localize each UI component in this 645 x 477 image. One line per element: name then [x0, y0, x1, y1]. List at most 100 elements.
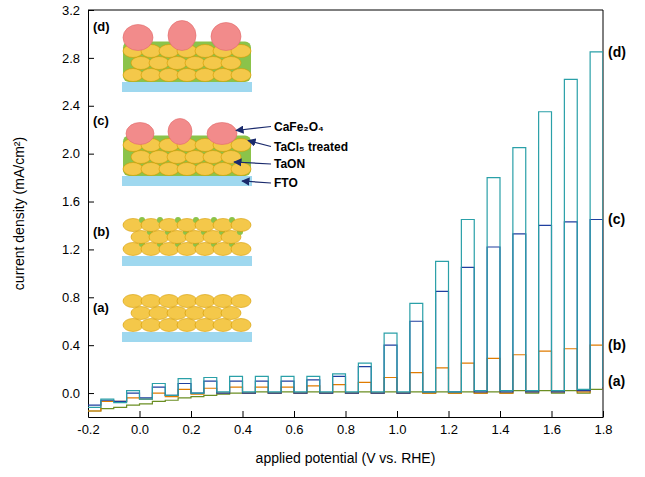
stack: [122, 21, 252, 93]
taon-grain: [167, 57, 187, 70]
y-tick-mark: [88, 10, 94, 11]
taon-grain: [123, 69, 143, 82]
taon-grain: [149, 307, 169, 320]
taon-grain: [141, 295, 161, 308]
series-end-label: (a): [608, 373, 625, 389]
x-tick-label: 0.4: [234, 422, 252, 437]
taon-grain: [231, 243, 251, 256]
taon-grain: [141, 319, 161, 332]
x-tick-label: -0.2: [77, 422, 99, 437]
x-tick: 1.0: [388, 411, 406, 437]
y-tick-mark: [88, 202, 94, 203]
y-tick-label: 2.8: [62, 51, 80, 66]
y-tick: 0.4: [62, 338, 94, 353]
y-tick-mark: [88, 297, 94, 298]
inset-label: (a): [93, 300, 109, 315]
y-axis-line: [88, 11, 89, 418]
taon-grain: [213, 69, 233, 82]
stack: [122, 119, 252, 187]
x-tick-mark: [346, 411, 347, 417]
taon-grain: [195, 319, 215, 332]
x-tick: 1.4: [491, 411, 509, 437]
x-tick: 1.8: [594, 411, 612, 437]
taon-grain: [131, 307, 151, 320]
x-axis-title: applied potential (V vs. RHE): [256, 450, 436, 466]
inset-label: (c): [93, 113, 109, 128]
series-end-label: (d): [608, 44, 626, 60]
x-tick: 0.4: [234, 411, 252, 437]
taon-grain: [185, 151, 205, 164]
annotation-arrow: [236, 127, 271, 131]
x-tick: 0.8: [337, 411, 355, 437]
inset-schematic: [122, 21, 252, 343]
annotation-arrow: [248, 141, 271, 147]
series-end-label: (c): [608, 211, 625, 227]
y-tick-mark: [88, 249, 94, 250]
y-tick: 0.8: [62, 290, 94, 305]
y-tick-label: 2.4: [62, 98, 80, 113]
inset-label: (b): [93, 224, 110, 239]
y-tick: 2.0: [62, 146, 94, 161]
x-tick-mark: [294, 411, 295, 417]
x-tick-label: 1.2: [440, 422, 458, 437]
x-tick-label: 1.4: [491, 422, 509, 437]
taon-grain: [195, 45, 215, 58]
taon-grain: [167, 307, 187, 320]
taon-grain: [123, 295, 143, 308]
taon-grain: [213, 319, 233, 332]
x-tick-mark: [243, 411, 244, 417]
x-tick-mark: [191, 411, 192, 417]
cafe2o4-particle: [168, 119, 192, 145]
x-tick-mark: [552, 411, 553, 417]
taon-grain: [159, 319, 179, 332]
taon-grain: [177, 295, 197, 308]
taon-grain: [131, 151, 151, 164]
y-tick-mark: [88, 393, 94, 394]
taon-grain: [203, 151, 223, 164]
y-tick: 2.8: [62, 51, 94, 66]
taon-grain: [177, 319, 197, 332]
y-tick-mark: [88, 106, 94, 107]
x-tick-label: 1.6: [543, 422, 561, 437]
taon-grain: [195, 295, 215, 308]
taon-grain: [159, 295, 179, 308]
taon-grain: [231, 219, 251, 232]
taon-grain: [123, 163, 143, 176]
taon-grain: [213, 163, 233, 176]
taon-grain: [177, 163, 197, 176]
annotation-label: CaFe₂O₄: [274, 120, 324, 134]
y-tick-label: 0.0: [62, 386, 80, 401]
y-tick: 2.4: [62, 98, 94, 113]
cafe2o4-particle: [123, 25, 153, 51]
y-tick: 1.6: [62, 194, 94, 209]
inset-label: (d): [93, 19, 110, 34]
x-tick: 0.0: [131, 411, 149, 437]
x-tick-label: 0.6: [285, 422, 303, 437]
taon-grain: [213, 295, 233, 308]
fto-layer: [122, 82, 252, 92]
x-tick: 1.2: [440, 411, 458, 437]
stack: [122, 217, 252, 266]
annotation-label: FTO: [274, 176, 298, 190]
taon-grain: [141, 69, 161, 82]
taon-grain: [231, 319, 251, 332]
cafe2o4-particle: [211, 23, 241, 51]
x-axis: -0.2 0.0 0.2 0.4 0.6 0.8 1.0 1.2 1.4 1.6 1.8: [77, 411, 612, 437]
taon-grain: [203, 307, 223, 320]
x-tick-mark: [500, 411, 501, 417]
taon-grain: [231, 163, 251, 176]
taon-grain: [149, 57, 169, 70]
taon-grain: [141, 163, 161, 176]
fto-layer: [122, 176, 252, 186]
x-tick-mark: [140, 411, 141, 417]
x-tick-label: 0.2: [182, 422, 200, 437]
taon-grain: [221, 307, 241, 320]
x-tick: 1.6: [543, 411, 561, 437]
taon-grain: [131, 57, 151, 70]
y-tick-mark: [88, 345, 94, 346]
x-tick-mark: [603, 411, 604, 417]
lines: [88, 52, 603, 411]
x-tick: 0.6: [285, 411, 303, 437]
fto-layer: [122, 256, 252, 266]
frame-top: [88, 10, 603, 11]
